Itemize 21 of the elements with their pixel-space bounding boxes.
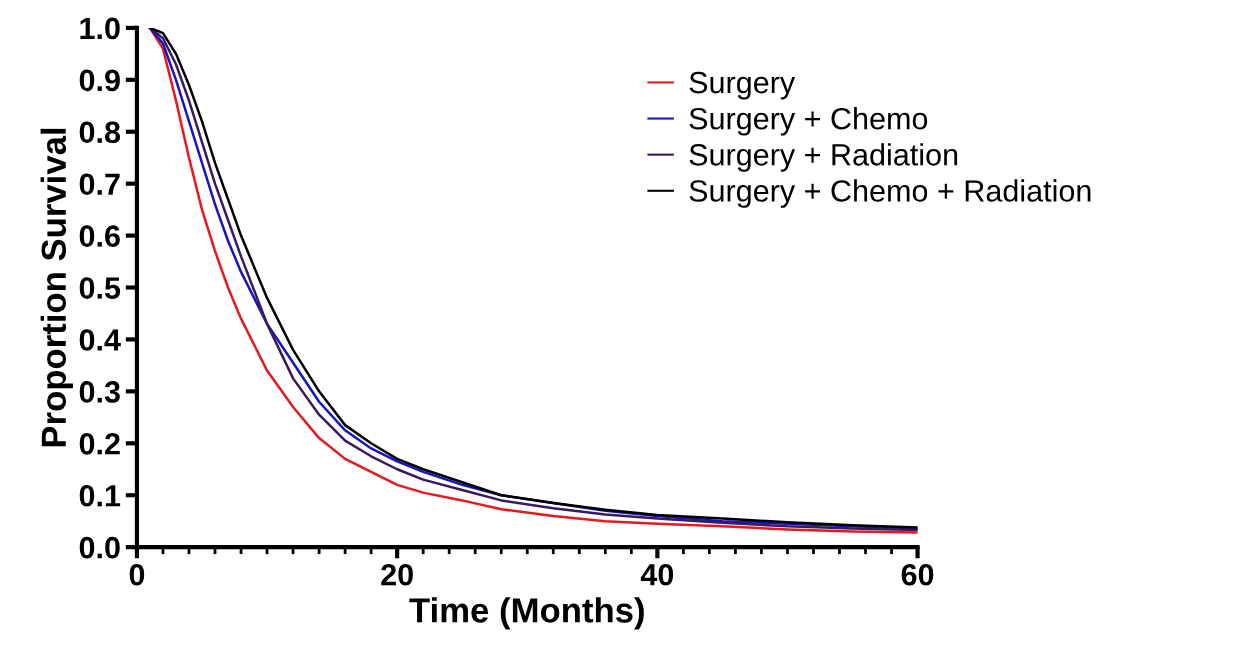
y-tick-label: 0.1 [79, 484, 121, 507]
x-tick-label: 40 [640, 563, 674, 586]
x-tick-label: 60 [901, 563, 934, 586]
legend-label: Surgery + Radiation [689, 143, 958, 172]
y-tick-label: 0.2 [79, 433, 120, 455]
x-axis-title: Time (Months) [409, 597, 644, 630]
legend-label: Surgery [689, 71, 796, 100]
y-tick-label: 0.0 [79, 536, 120, 559]
y-tick-label: 1.0 [80, 17, 120, 40]
legend-label: Surgery + Chemo [689, 107, 928, 136]
y-axis-title: Proportion Survival [40, 128, 73, 447]
x-tick-label: 0 [129, 563, 145, 586]
y-tick-label: 0.6 [79, 225, 120, 247]
y-tick-label: 0.4 [79, 329, 121, 351]
y-tick-label: 0.3 [79, 381, 120, 403]
y-tick-label: 0.7 [79, 173, 120, 196]
x-tick-label: 20 [381, 563, 413, 586]
y-tick-label: 0.9 [79, 69, 120, 92]
y-tick-label: 0.5 [79, 277, 121, 299]
y-tick-label: 0.8 [79, 121, 121, 144]
legend-label: Surgery + Chemo + Radiation [689, 179, 1091, 208]
